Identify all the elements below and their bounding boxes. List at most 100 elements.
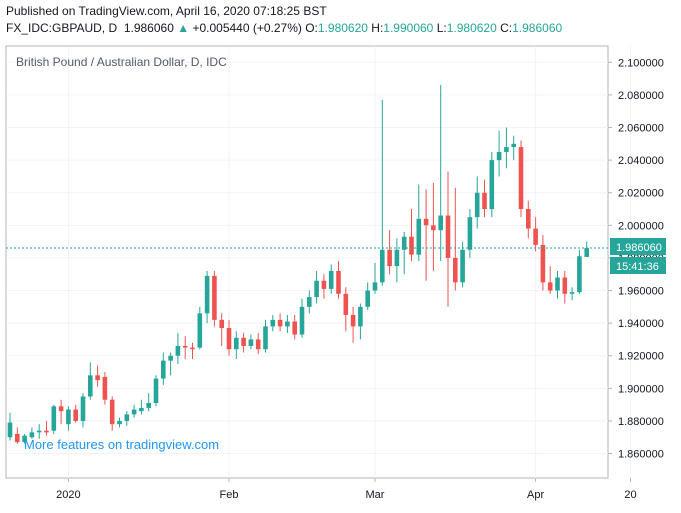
candle[interactable] xyxy=(467,209,473,258)
candle[interactable] xyxy=(29,427,35,439)
candle[interactable] xyxy=(533,217,538,252)
candle[interactable] xyxy=(394,238,400,283)
candle[interactable] xyxy=(277,313,283,332)
candle[interactable] xyxy=(190,342,195,359)
up-arrow-icon: ▲ xyxy=(177,21,190,35)
candle[interactable] xyxy=(358,303,363,340)
candle[interactable] xyxy=(453,187,458,291)
candle[interactable] xyxy=(569,287,575,301)
candle[interactable] xyxy=(438,85,443,262)
candle-body xyxy=(569,292,575,294)
candle[interactable] xyxy=(168,352,173,376)
candle[interactable] xyxy=(175,332,181,364)
candle[interactable] xyxy=(117,417,122,428)
x-axis[interactable]: 2020 Feb Mar Apr 20 xyxy=(56,478,637,501)
candle[interactable] xyxy=(146,393,151,412)
candle[interactable] xyxy=(372,262,378,294)
open-label: O: xyxy=(305,21,318,35)
candle[interactable] xyxy=(80,393,86,428)
candle[interactable] xyxy=(197,306,203,350)
candle[interactable] xyxy=(255,332,261,355)
candle[interactable] xyxy=(241,332,246,353)
candle[interactable] xyxy=(387,230,392,275)
candle[interactable] xyxy=(489,151,495,218)
candle[interactable] xyxy=(234,331,239,359)
candle[interactable] xyxy=(321,274,327,299)
candle-body xyxy=(299,306,305,335)
candle[interactable] xyxy=(182,336,188,359)
candle[interactable] xyxy=(95,365,100,387)
candle[interactable] xyxy=(51,404,57,434)
candle[interactable] xyxy=(555,270,560,299)
candle[interactable] xyxy=(66,406,71,431)
candle-body xyxy=(555,277,560,291)
candle[interactable] xyxy=(212,270,217,327)
candle[interactable] xyxy=(44,420,49,436)
candle-body xyxy=(314,280,319,298)
candle[interactable] xyxy=(540,235,546,291)
candle-body xyxy=(438,215,443,231)
candle[interactable] xyxy=(124,411,130,426)
y-tick-label: 2.080000 xyxy=(618,90,664,102)
candle[interactable] xyxy=(365,282,370,311)
candle[interactable] xyxy=(328,264,334,294)
candle[interactable] xyxy=(496,130,502,177)
candle[interactable] xyxy=(285,314,290,333)
candle[interactable] xyxy=(518,140,524,218)
candles[interactable] xyxy=(7,85,589,444)
candle[interactable] xyxy=(88,362,93,400)
candle-body xyxy=(504,147,509,152)
candle[interactable] xyxy=(219,313,224,346)
candle[interactable] xyxy=(73,404,78,423)
candle[interactable] xyxy=(401,231,407,275)
candle-body xyxy=(540,244,546,283)
candle[interactable] xyxy=(139,399,144,415)
candle[interactable] xyxy=(474,176,480,229)
candle[interactable] xyxy=(547,266,553,294)
candle[interactable] xyxy=(109,396,115,431)
candle[interactable] xyxy=(423,189,429,281)
candle[interactable] xyxy=(248,334,254,350)
candle-body xyxy=(453,257,458,283)
candle[interactable] xyxy=(270,314,276,332)
candle-body xyxy=(234,337,239,350)
candle[interactable] xyxy=(343,287,349,332)
candle[interactable] xyxy=(409,209,414,262)
candle[interactable] xyxy=(307,290,312,314)
candle[interactable] xyxy=(153,375,159,407)
candle[interactable] xyxy=(15,427,20,444)
candle[interactable] xyxy=(526,200,531,239)
watermark-text[interactable]: More features on tradingview.com xyxy=(24,437,219,452)
candle[interactable] xyxy=(263,319,268,353)
candle[interactable] xyxy=(161,352,166,386)
candle-body xyxy=(168,355,173,361)
candle[interactable] xyxy=(131,404,137,418)
candle[interactable] xyxy=(562,270,568,304)
plot-frame xyxy=(5,45,609,479)
candle[interactable] xyxy=(431,182,436,271)
candle[interactable] xyxy=(350,306,356,343)
candle[interactable] xyxy=(511,135,516,161)
candle[interactable] xyxy=(7,412,13,441)
candle[interactable] xyxy=(314,270,319,304)
candle-body xyxy=(577,256,582,293)
candle[interactable] xyxy=(504,127,509,169)
candle[interactable] xyxy=(584,241,589,257)
candle[interactable] xyxy=(299,298,305,338)
candle[interactable] xyxy=(445,171,451,307)
candle[interactable] xyxy=(292,314,297,340)
candle[interactable] xyxy=(577,249,582,294)
candle[interactable] xyxy=(226,319,232,356)
candle[interactable] xyxy=(380,99,385,286)
candle[interactable] xyxy=(482,179,487,218)
candle[interactable] xyxy=(460,241,465,288)
candle-body xyxy=(518,147,524,210)
candle[interactable] xyxy=(22,433,27,444)
candle[interactable] xyxy=(336,261,341,299)
candle[interactable] xyxy=(36,424,42,439)
candle-body xyxy=(95,375,100,381)
candle[interactable] xyxy=(204,270,210,324)
candle[interactable] xyxy=(102,372,108,405)
candle[interactable] xyxy=(58,399,64,425)
